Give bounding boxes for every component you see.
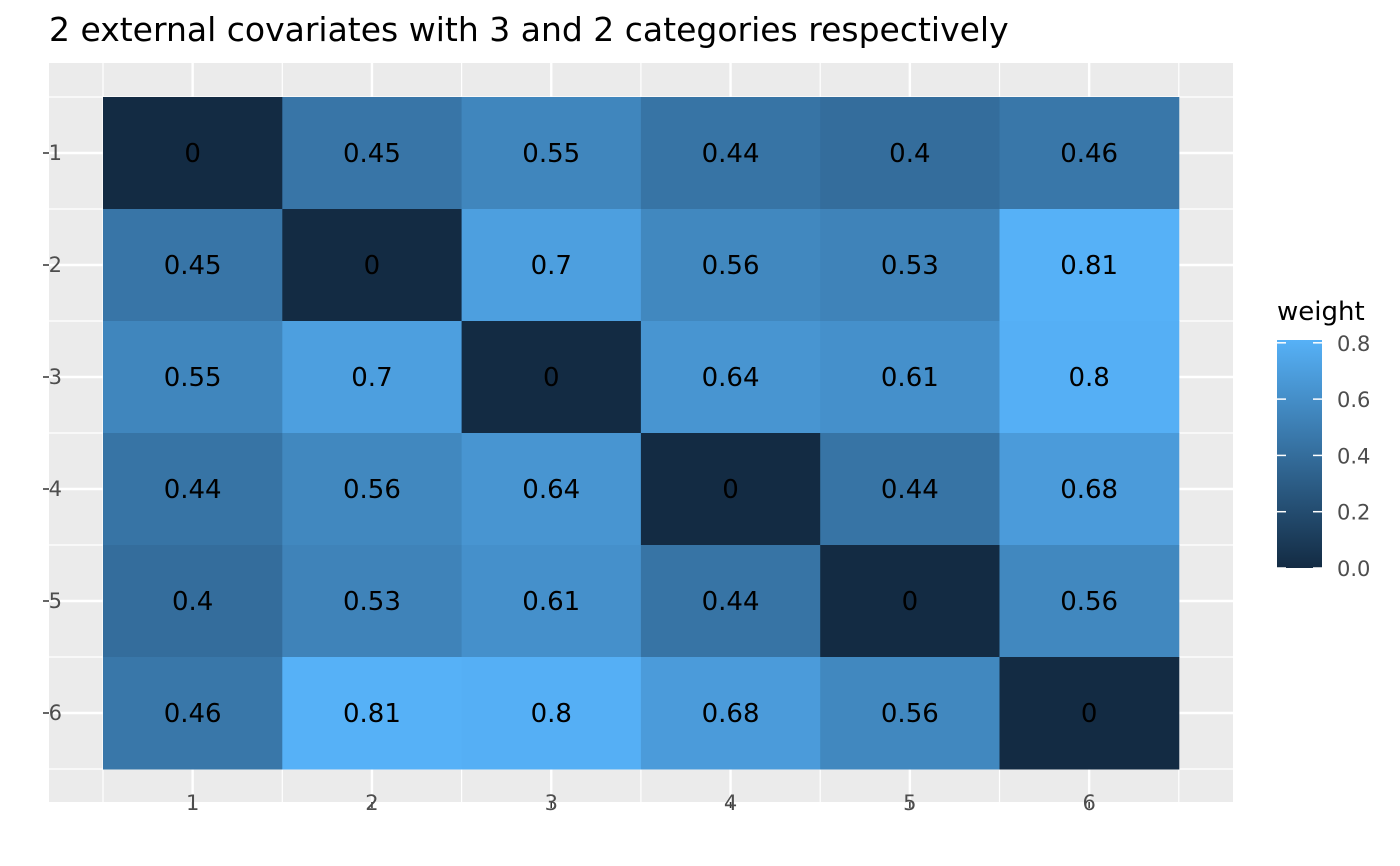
x-tick-label: 3 [545, 791, 558, 815]
x-tick-label: 1 [186, 791, 199, 815]
cell-value-label: 0 [184, 139, 201, 169]
heatmap-cell [640, 97, 821, 210]
heatmap-cell [103, 545, 283, 658]
legend-colorbar [1277, 340, 1322, 568]
heatmap-cell [461, 321, 642, 434]
legend-break-label: 0.8 [1337, 332, 1370, 356]
heatmap-cell [820, 545, 1000, 658]
heatmap-cells [103, 97, 1180, 770]
heatmap-cell [461, 545, 642, 658]
x-tick-label: 2 [365, 791, 378, 815]
x-tick-label: 4 [724, 791, 737, 815]
heatmap-cell [282, 657, 463, 770]
cell-value-label: 0.44 [881, 475, 939, 505]
cell-value-label: 0 [364, 251, 381, 281]
legend: weight 0.0 0.2 0.4 0.6 0.8 [1277, 297, 1370, 581]
heatmap-cell [999, 657, 1180, 770]
heatmap-cell [999, 97, 1180, 210]
cell-value-label: 0.61 [522, 587, 580, 617]
cell-value-label: 0.4 [172, 587, 213, 617]
cell-value-label: 0.64 [522, 475, 580, 505]
chart-title: 2 external covariates with 3 and 2 categ… [49, 10, 1009, 49]
cell-value-label: 0.44 [702, 139, 760, 169]
y-tick-label: 6 [49, 701, 62, 725]
cell-value-label: 0.68 [702, 699, 760, 729]
heatmap-cell [640, 209, 821, 322]
cell-value-label: 0.53 [343, 587, 401, 617]
cell-value-label: 0.7 [351, 363, 392, 393]
cell-value-label: 0.68 [1060, 475, 1118, 505]
legend-break-label: 0.4 [1337, 444, 1370, 468]
heatmap-cell [820, 657, 1000, 770]
cell-value-label: 0 [902, 587, 919, 617]
cell-value-label: 0.56 [881, 699, 939, 729]
cell-value-label: 0 [1081, 699, 1098, 729]
cell-value-label: 0.61 [881, 363, 939, 393]
y-tick-label: 3 [49, 365, 62, 389]
heatmap-cell [640, 433, 821, 546]
cell-value-label: 0.4 [889, 139, 930, 169]
x-tick-label: 6 [1082, 791, 1095, 815]
heatmap-cell [103, 433, 283, 546]
heatmap-cell [461, 657, 642, 770]
heatmap-cell [640, 657, 821, 770]
cell-value-label: 0 [722, 475, 739, 505]
legend-break-label: 0.0 [1337, 557, 1370, 581]
cell-value-label: 0.55 [522, 139, 580, 169]
heatmap-cell [999, 321, 1180, 434]
heatmap-cell [282, 97, 463, 210]
heatmap-cell [461, 433, 642, 546]
heatmap-cell [640, 545, 821, 658]
heatmap-cell [999, 209, 1180, 322]
heatmap-cell [103, 209, 283, 322]
y-tick-label: 2 [49, 253, 62, 277]
legend-break-label: 0.2 [1337, 501, 1370, 525]
y-tick-label: 1 [49, 141, 62, 165]
heatmap-cell [461, 97, 642, 210]
cell-value-label: 0.44 [702, 587, 760, 617]
heatmap-cell [282, 433, 463, 546]
cell-value-label: 0.81 [1060, 251, 1118, 281]
heatmap-cell [282, 545, 463, 658]
legend-break-label: 0.6 [1337, 388, 1370, 412]
heatmap-cell [282, 321, 463, 434]
heatmap-cell [820, 97, 1000, 210]
cell-value-label: 0.8 [531, 699, 572, 729]
y-axis: 1 2 3 4 5 6 [43, 141, 62, 725]
cell-value-label: 0.81 [343, 699, 401, 729]
heatmap-cell [103, 97, 283, 210]
heatmap-cell [820, 321, 1000, 434]
y-tick-label: 5 [49, 589, 62, 613]
cell-labels: 0 0.45 0.55 0.44 0.4 0.46 0.45 0 0.7 0.56 0.53 0.81… [164, 139, 1118, 729]
heatmap-cell [282, 209, 463, 322]
cell-value-label: 0.7 [531, 251, 572, 281]
cell-value-label: 0.46 [164, 699, 222, 729]
heatmap-cell [640, 321, 821, 434]
cell-value-label: 0 [543, 363, 560, 393]
cell-value-label: 0.64 [702, 363, 760, 393]
cell-value-label: 0.44 [164, 475, 222, 505]
cell-value-label: 0.56 [702, 251, 760, 281]
cell-value-label: 0.46 [1060, 139, 1118, 169]
heatmap-cell [820, 433, 1000, 546]
cell-value-label: 0.56 [1060, 587, 1118, 617]
legend-title: weight [1277, 297, 1365, 327]
heatmap-cell [820, 209, 1000, 322]
cell-value-label: 0.45 [164, 251, 222, 281]
cell-value-label: 0.56 [343, 475, 401, 505]
cell-value-label: 0.53 [881, 251, 939, 281]
y-tick-label: 4 [49, 477, 62, 501]
heatmap-cell [461, 209, 642, 322]
heatmap-cell [999, 545, 1180, 658]
heatmap-cell [103, 657, 283, 770]
heatmap-cell [103, 321, 283, 434]
heatmap-cell [999, 433, 1180, 546]
cell-value-label: 0.45 [343, 139, 401, 169]
x-axis: 1 2 3 4 5 6 [186, 791, 1096, 815]
cell-value-label: 0.55 [164, 363, 222, 393]
x-tick-label: 5 [903, 791, 916, 815]
cell-value-label: 0.8 [1068, 363, 1109, 393]
